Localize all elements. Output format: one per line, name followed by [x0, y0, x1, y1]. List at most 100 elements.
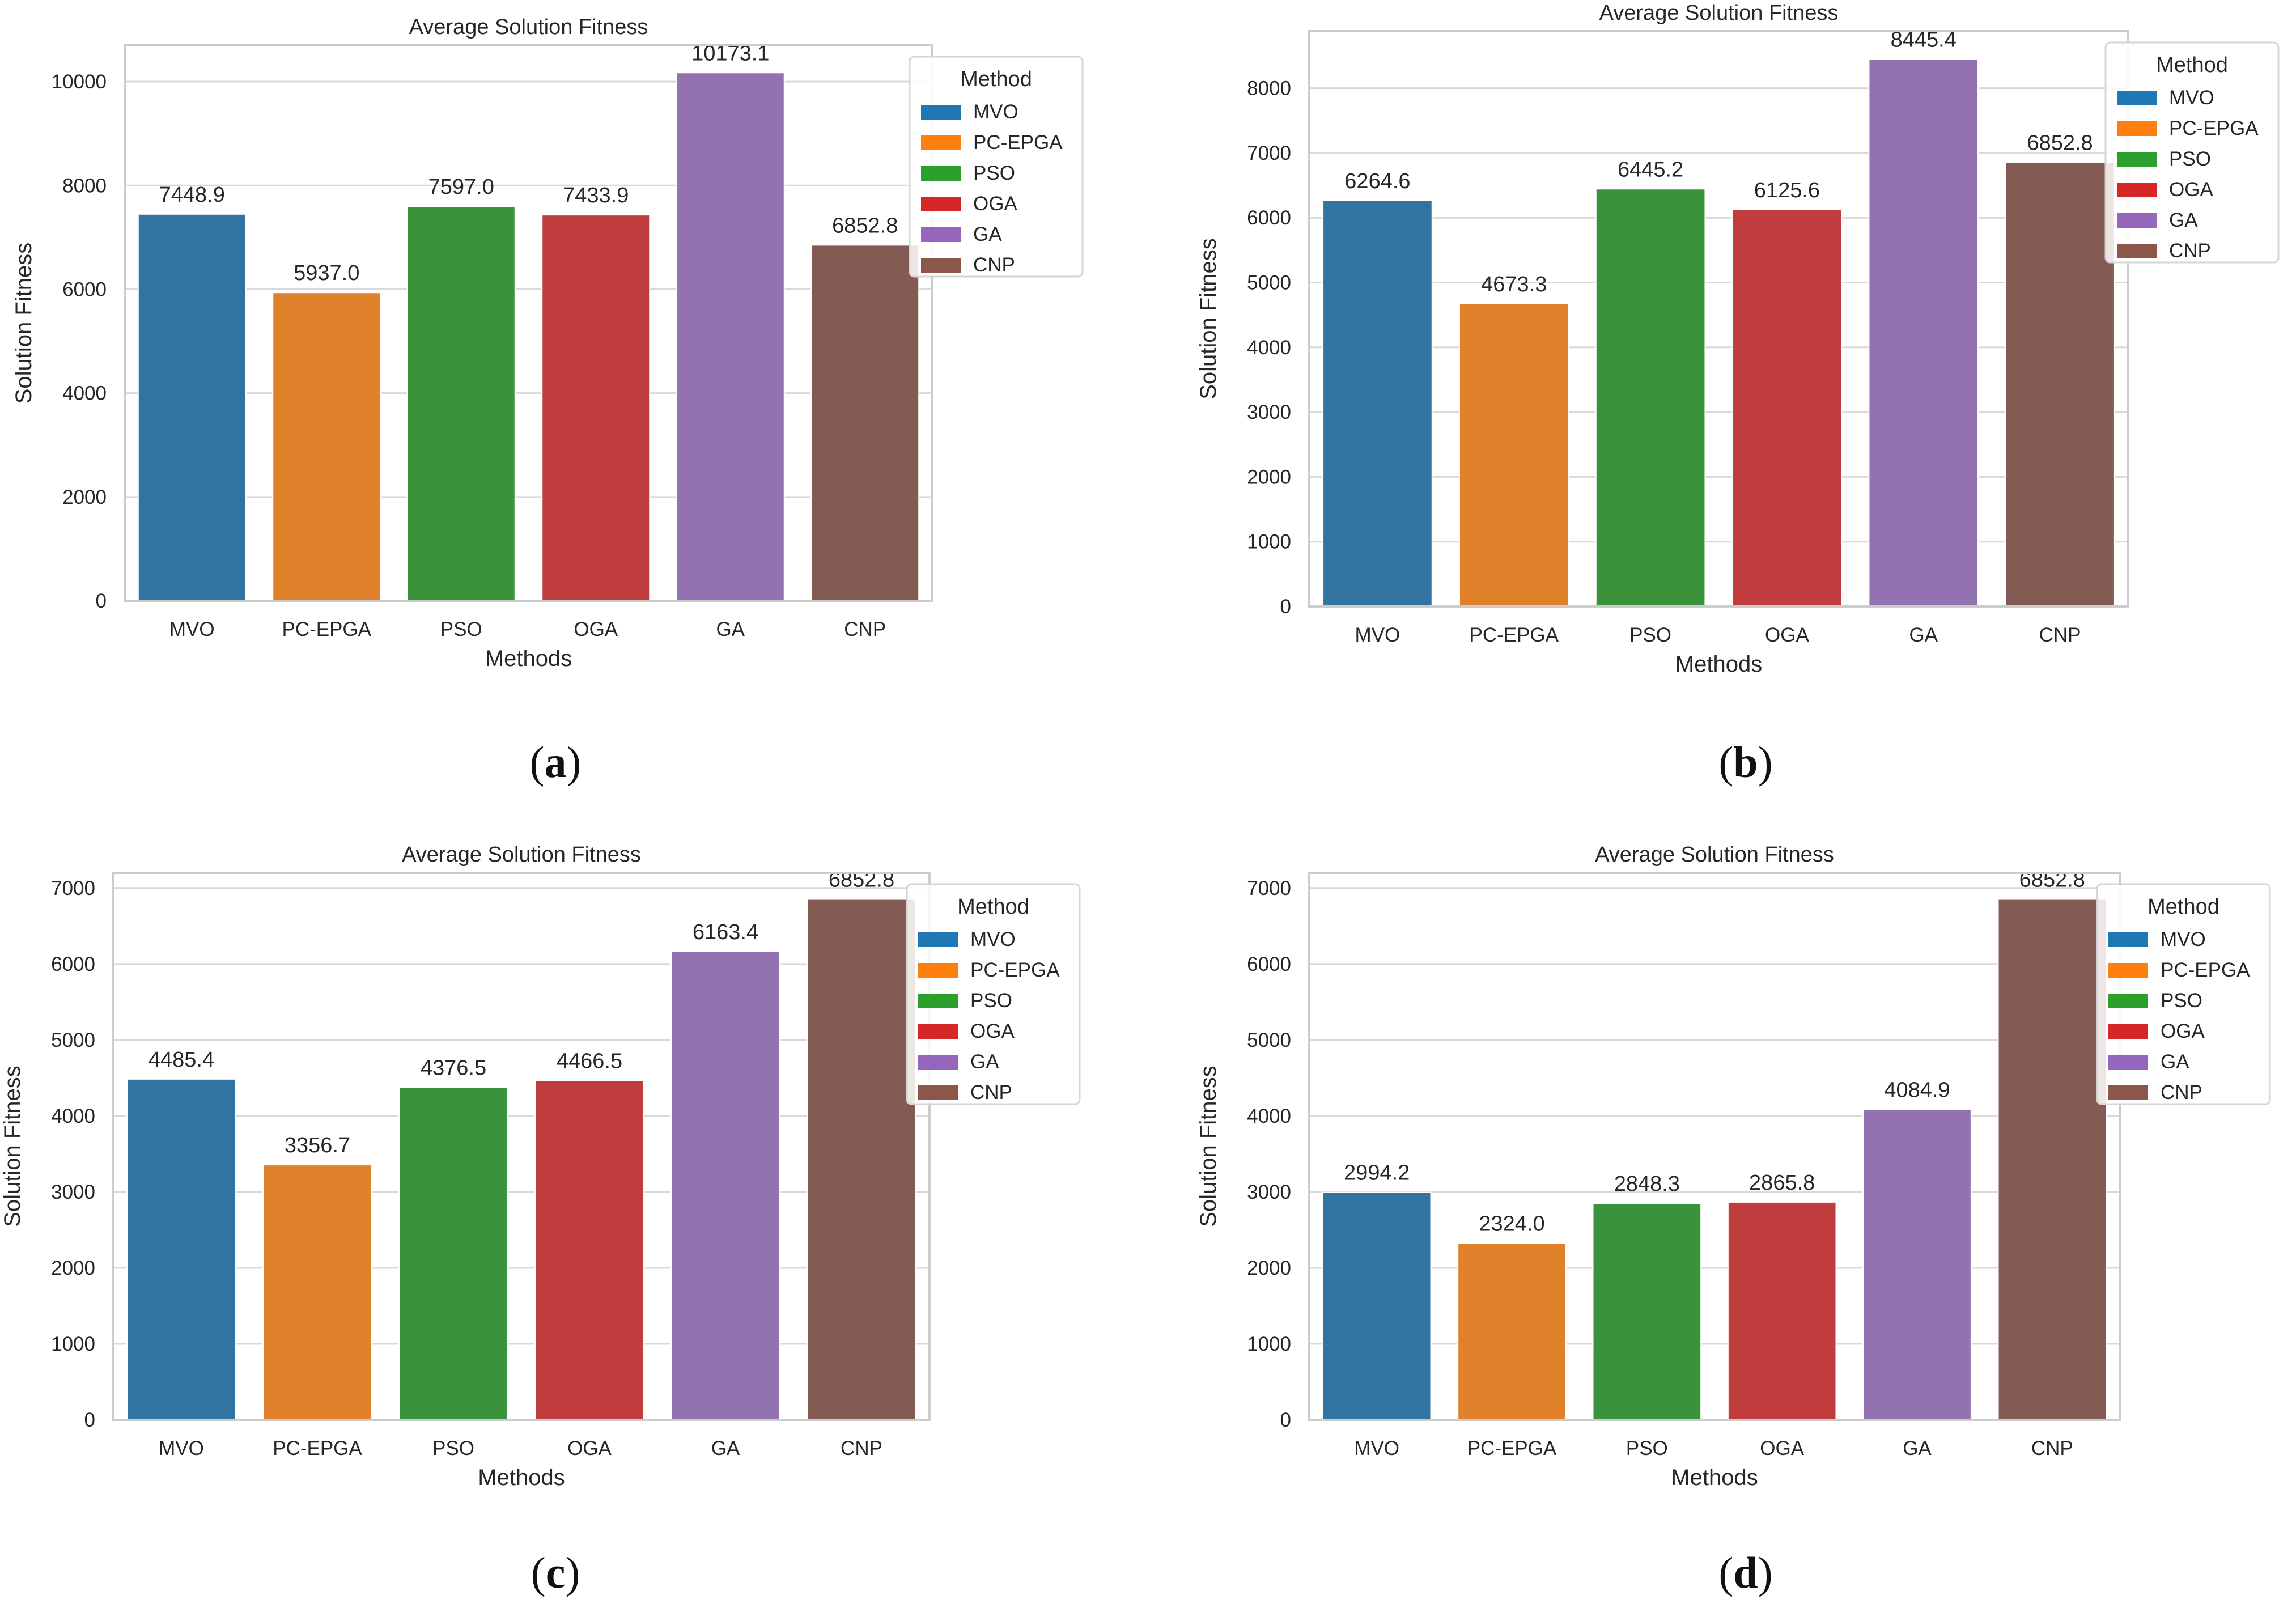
legend-swatch-oga [2117, 183, 2157, 197]
legend-label-pc-epga: PC-EPGA [2161, 959, 2250, 981]
legend-label-pso: PSO [2169, 148, 2211, 170]
legend-label-pc-epga: PC-EPGA [970, 959, 1060, 981]
legend-swatch-pc-epga [918, 963, 958, 978]
y-tick-label: 8000 [62, 175, 107, 197]
y-tick-label: 1000 [51, 1333, 95, 1355]
y-tick-label: 3000 [51, 1181, 95, 1203]
bar-value-label-pc-epga: 2324.0 [1479, 1212, 1544, 1236]
legend-swatch-pso [918, 994, 958, 1008]
x-tick-label-mvo: MVO [169, 618, 215, 640]
bar-value-label-cnp: 6852.8 [829, 868, 894, 892]
bar-value-label-pc-epga: 5937.0 [294, 261, 359, 285]
x-tick-label-ga: GA [711, 1437, 740, 1459]
y-tick-label: 3000 [1247, 1181, 1291, 1203]
legend-swatch-ga [2117, 213, 2157, 228]
legend-label-ga: GA [970, 1051, 999, 1073]
axes-frame [1308, 30, 2129, 608]
legend-swatch-ga [921, 227, 961, 242]
legend-label-ga: GA [973, 223, 1002, 245]
bar-pc-epga [1458, 303, 1569, 607]
bar-chart-d: 0 1000 2000 3000 4000 5000 6000 7000 2994.2 MVO 23… [1196, 843, 2271, 1490]
y-tick-label: 2000 [1247, 1257, 1291, 1279]
legend-label-pso: PSO [2161, 990, 2202, 1012]
bar-value-label-pso: 2848.3 [1614, 1172, 1680, 1196]
legend-swatch-pc-epga [2108, 963, 2148, 978]
y-tick-label: 2000 [51, 1257, 95, 1279]
legend-swatch-mvo [2108, 932, 2148, 947]
x-tick-label-mvo: MVO [159, 1437, 204, 1459]
x-tick-label-oga: OGA [574, 618, 618, 640]
bar-mvo [1322, 200, 1433, 607]
x-tick-label-pso: PSO [432, 1437, 474, 1459]
legend-swatch-oga [2108, 1024, 2148, 1039]
bar-value-label-ga: 4084.9 [1884, 1079, 1950, 1102]
bar-cnp [1997, 898, 2107, 1421]
bar-value-label-mvo: 6264.6 [1344, 169, 1410, 193]
legend-swatch-pc-epga [921, 135, 961, 150]
chart-title: Average Solution Fitness [1595, 843, 1834, 867]
bar-chart-b: 0 1000 2000 3000 4000 5000 6000 7000 8000 6264.6 M… [1196, 1, 2280, 677]
bar-ga [1862, 1109, 1972, 1420]
legend-label-cnp: CNP [2169, 240, 2211, 262]
y-axis-label: Solution Fitness [1196, 238, 1221, 400]
y-tick-label: 4000 [62, 383, 107, 405]
x-axis-label: Methods [485, 646, 572, 671]
bar-value-label-ga: 6163.4 [693, 920, 758, 944]
bar-mvo [1322, 1191, 1432, 1420]
y-tick-label: 2000 [62, 486, 107, 508]
x-tick-label-pc-epga: PC-EPGA [1467, 1437, 1557, 1459]
legend-label-cnp: CNP [970, 1081, 1012, 1104]
bar-oga [1727, 1201, 1837, 1420]
legend-swatch-mvo [921, 105, 961, 120]
x-tick-label-pc-epga: PC-EPGA [273, 1437, 362, 1459]
x-tick-label-mvo: MVO [1355, 624, 1400, 646]
x-tick-label-pso: PSO [1626, 1437, 1668, 1459]
bar-value-label-mvo: 2994.2 [1344, 1161, 1410, 1185]
bar-mvo [137, 213, 247, 602]
legend-label-cnp: CNP [2161, 1081, 2202, 1104]
x-axis-label: Methods [1675, 652, 1762, 677]
bar-value-label-oga: 7433.9 [563, 184, 629, 207]
legend-swatch-pso [2117, 152, 2157, 167]
bar-value-label-pso: 7597.0 [428, 175, 494, 199]
x-tick-label-pso: PSO [440, 618, 482, 640]
legend-swatch-pso [2108, 994, 2148, 1008]
y-tick-label: 5000 [51, 1029, 95, 1051]
x-tick-label-oga: OGA [1765, 624, 1809, 646]
x-axis-label: Methods [1671, 1465, 1758, 1490]
bar-mvo [126, 1078, 236, 1421]
legend-title: Method [2156, 53, 2228, 77]
x-tick-label-pc-epga: PC-EPGA [1469, 624, 1559, 646]
x-tick-label-cnp: CNP [841, 1437, 882, 1459]
y-tick-label: 5000 [1247, 271, 1291, 294]
bar-cnp [810, 244, 920, 602]
bar-value-label-mvo: 7448.9 [159, 183, 225, 207]
legend-swatch-cnp [2108, 1085, 2148, 1100]
y-tick-label: 7000 [51, 877, 95, 899]
legend-label-mvo: MVO [2161, 928, 2206, 950]
y-tick-label: 2000 [1247, 466, 1291, 488]
y-tick-label: 10000 [52, 71, 107, 93]
bar-oga [1731, 209, 1843, 607]
legend-label-ga: GA [2169, 209, 2198, 231]
axes-frame [124, 44, 933, 602]
legend: Method MVO PC-EPGA PSO OGA GA CNP [909, 56, 1084, 278]
legend-title: Method [957, 895, 1029, 919]
legend: Method MVO PC-EPGA PSO OGA GA CNP [906, 883, 1081, 1105]
legend-swatch-ga [2108, 1055, 2148, 1070]
legend-label-oga: OGA [973, 193, 1017, 215]
legend: Method MVO PC-EPGA PSO OGA GA CNP [2096, 883, 2271, 1105]
legend-swatch-cnp [2117, 244, 2157, 258]
x-tick-label-oga: OGA [1760, 1437, 1804, 1459]
y-tick-label: 0 [96, 590, 107, 612]
legend-label-oga: OGA [2169, 179, 2213, 201]
chart-panel-a: 0 2000 4000 6000 8000 10000 7448.9 MVO 5937.0 PC-… [0, 0, 1134, 754]
y-axis-label: Solution Fitness [1196, 1066, 1221, 1227]
legend-label-mvo: MVO [970, 928, 1016, 950]
legend-label-pc-epga: PC-EPGA [973, 131, 1063, 154]
legend-label-ga: GA [2161, 1051, 2189, 1073]
y-tick-label: 1000 [1247, 531, 1291, 553]
y-tick-label: 0 [84, 1409, 95, 1431]
bar-ga [1868, 58, 1979, 608]
bar-cnp [807, 898, 916, 1421]
